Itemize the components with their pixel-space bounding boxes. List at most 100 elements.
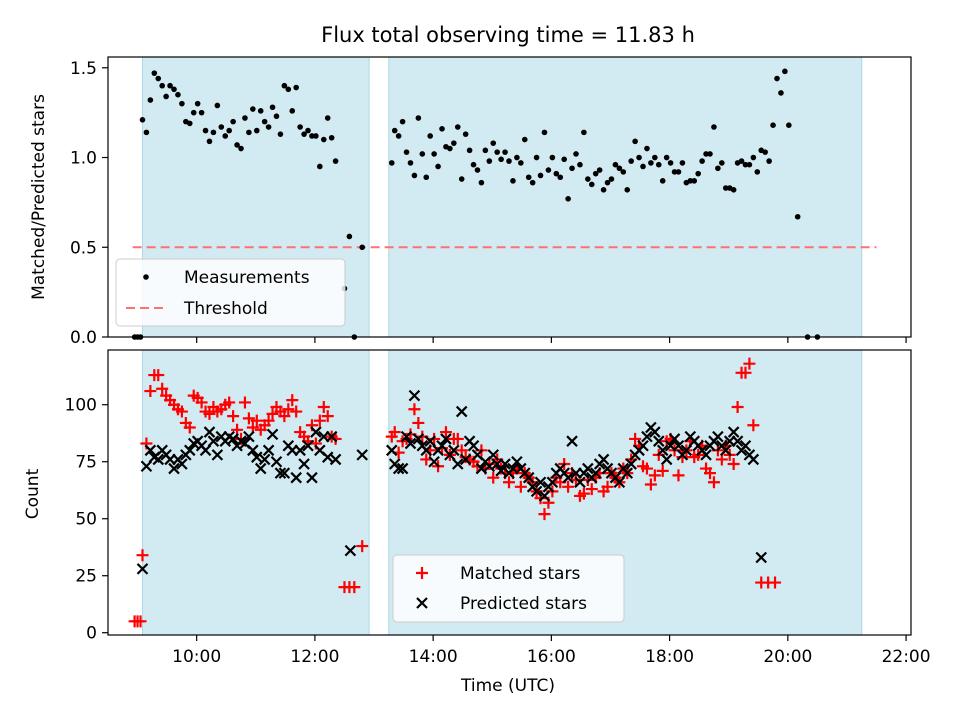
predicted-star-point — [566, 435, 578, 447]
matched-star-point — [629, 432, 642, 445]
matched-star-point — [743, 357, 756, 370]
matched-star-point — [134, 615, 147, 628]
y-tick-label: 0 — [86, 624, 97, 644]
matched-star-point — [656, 464, 669, 477]
measurement-point — [238, 145, 244, 152]
matched-star-point — [286, 394, 299, 407]
predicted-star-point — [637, 439, 649, 452]
measurement-point — [281, 82, 288, 89]
predicted-star-point — [207, 435, 220, 447]
predicted-star-point — [428, 455, 440, 468]
predicted-star-point — [136, 563, 149, 575]
measurement-point — [470, 161, 477, 168]
measurement-point — [305, 127, 311, 134]
measurement-point — [407, 160, 414, 166]
panel-ratio: 0.0 0.5 1.0 1.5 Matched/Predicted stars Mea… — [29, 56, 912, 348]
predicted-star-point — [262, 444, 275, 457]
measurement-point — [454, 124, 461, 130]
matched-star-point — [203, 407, 216, 420]
measurement-point — [458, 176, 465, 182]
matched-star-point — [356, 540, 369, 553]
measurement-point — [636, 154, 642, 161]
measurement-point — [715, 165, 721, 172]
measurement-point — [703, 151, 709, 157]
measurement-point — [569, 165, 575, 172]
observing-window-band — [388, 56, 863, 338]
x-tick-label: 14:00 — [409, 647, 458, 667]
measurement-point — [462, 131, 469, 137]
measurement-point — [652, 154, 658, 161]
matched-star-point — [672, 469, 685, 482]
predicted-star-point — [589, 467, 602, 479]
measurement-point — [230, 118, 236, 125]
measurement-point — [762, 149, 768, 155]
matched-star-point — [290, 405, 303, 418]
legend-box — [115, 258, 346, 327]
measurement-point — [529, 179, 536, 186]
measurement-point — [474, 167, 481, 173]
measurement-point — [226, 127, 232, 134]
x-tick-label: 16:00 — [527, 647, 576, 667]
y-tick-label: 1.0 — [70, 149, 97, 169]
matched-star-point — [601, 480, 614, 493]
measurement-point — [766, 158, 772, 164]
legend-label-threshold: Threshold — [183, 299, 268, 319]
matched-star-point — [739, 366, 752, 379]
predicted-star-point — [562, 471, 574, 484]
panel-ratio-frame — [107, 56, 912, 338]
predicted-star-point — [451, 458, 464, 470]
predicted-star-point — [298, 458, 310, 470]
matched-star-point — [136, 549, 149, 562]
matched-star-point — [451, 432, 464, 445]
measurement-point — [620, 169, 627, 175]
x-tick-label: 20:00 — [763, 647, 812, 667]
observing-window-band — [141, 349, 370, 636]
predicted-star-point — [329, 453, 342, 466]
measurement-point — [151, 70, 158, 76]
measurement-point — [250, 106, 256, 112]
predicted-star-point — [712, 430, 724, 443]
measurement-point — [419, 151, 426, 157]
measurement-point — [671, 169, 678, 175]
measurement-point — [159, 82, 165, 89]
predicted-star-point — [184, 444, 196, 457]
predicted-star-point — [250, 451, 263, 463]
legend-count[interactable]: Matched stars Predicted stars — [392, 554, 625, 623]
predicted-star-point — [672, 439, 685, 452]
measurement-point — [328, 134, 335, 141]
predicted-star-point — [420, 444, 433, 457]
legend-ratio[interactable]: Measurements Threshold — [115, 258, 346, 327]
predicted-star-point — [652, 435, 665, 447]
legend-box — [392, 554, 625, 623]
measurement-point — [585, 176, 591, 182]
y-tick-label: 25 — [75, 567, 97, 587]
matched-star-point — [538, 508, 551, 521]
measurement-point — [663, 154, 670, 161]
predicted-star-point — [266, 428, 279, 441]
measurement-point — [301, 131, 307, 137]
predicted-star-point — [668, 433, 681, 445]
measurement-point — [388, 160, 395, 166]
matched-star-point — [640, 462, 653, 475]
measurement-point — [565, 195, 571, 202]
matched-star-point — [562, 480, 575, 493]
measurement-point — [395, 133, 402, 139]
measurement-point — [687, 178, 694, 184]
matched-star-point — [152, 369, 165, 382]
predicted-star-point — [385, 444, 398, 457]
measurement-point — [265, 124, 272, 130]
measurement-point — [206, 138, 213, 145]
predicted-star-point — [719, 444, 732, 457]
measurement-point — [553, 170, 560, 177]
matched-star-point — [250, 414, 263, 427]
predicted-star-point — [321, 451, 334, 463]
measurement-point — [600, 187, 607, 193]
predicted-star-point — [302, 439, 314, 452]
y-tick-label: 75 — [75, 453, 97, 473]
legend-label-measurements: Measurements — [184, 268, 310, 288]
predicted-star-point — [487, 449, 500, 461]
matched-star-point — [412, 416, 425, 429]
predicted-star-point — [656, 444, 669, 457]
measurement-point — [427, 133, 433, 139]
measurement-point — [273, 113, 280, 120]
